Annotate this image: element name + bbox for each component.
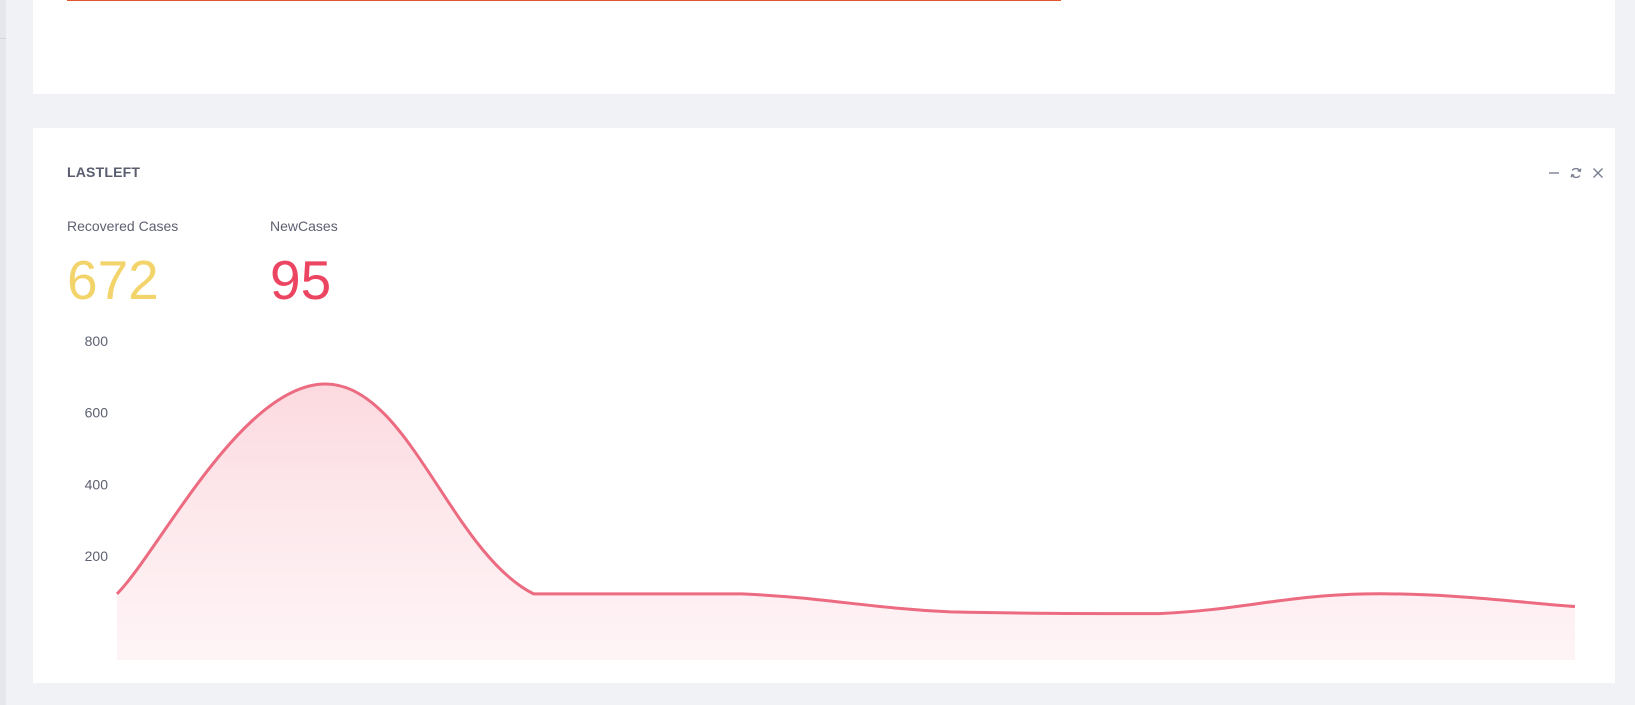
series-line [115, 382, 1576, 616]
sidebar-edge [0, 0, 6, 705]
recovered-cases-value: 672 [67, 249, 159, 311]
recovered-cases-stat: Recovered Cases 672 [67, 218, 178, 308]
y-tick-label: 600 [85, 405, 109, 421]
refresh-icon[interactable] [1569, 166, 1583, 180]
minus-icon[interactable] [1547, 166, 1561, 180]
new-cases-stat: NewCases 95 [270, 218, 338, 308]
close-icon[interactable] [1591, 166, 1605, 180]
y-tick-label: 400 [85, 476, 109, 492]
y-tick-label: 200 [85, 548, 109, 564]
panel-title: LASTLEFT [67, 164, 141, 180]
new-cases-value: 95 [270, 249, 332, 311]
progress-line [67, 0, 1061, 1]
recovered-cases-label: Recovered Cases [67, 218, 179, 234]
sidebar-divider [0, 38, 6, 39]
lastleft-panel: LASTLEFT Recovered Cases 672 NewCases 95 [33, 128, 1615, 683]
series-area [117, 384, 1575, 660]
previous-panel [33, 0, 1615, 94]
new-cases-label: NewCases [270, 218, 338, 234]
y-tick-label: 800 [85, 333, 109, 349]
cases-area-chart: 800 600 400 200 [85, 333, 1576, 660]
panel-tools [1547, 166, 1605, 180]
